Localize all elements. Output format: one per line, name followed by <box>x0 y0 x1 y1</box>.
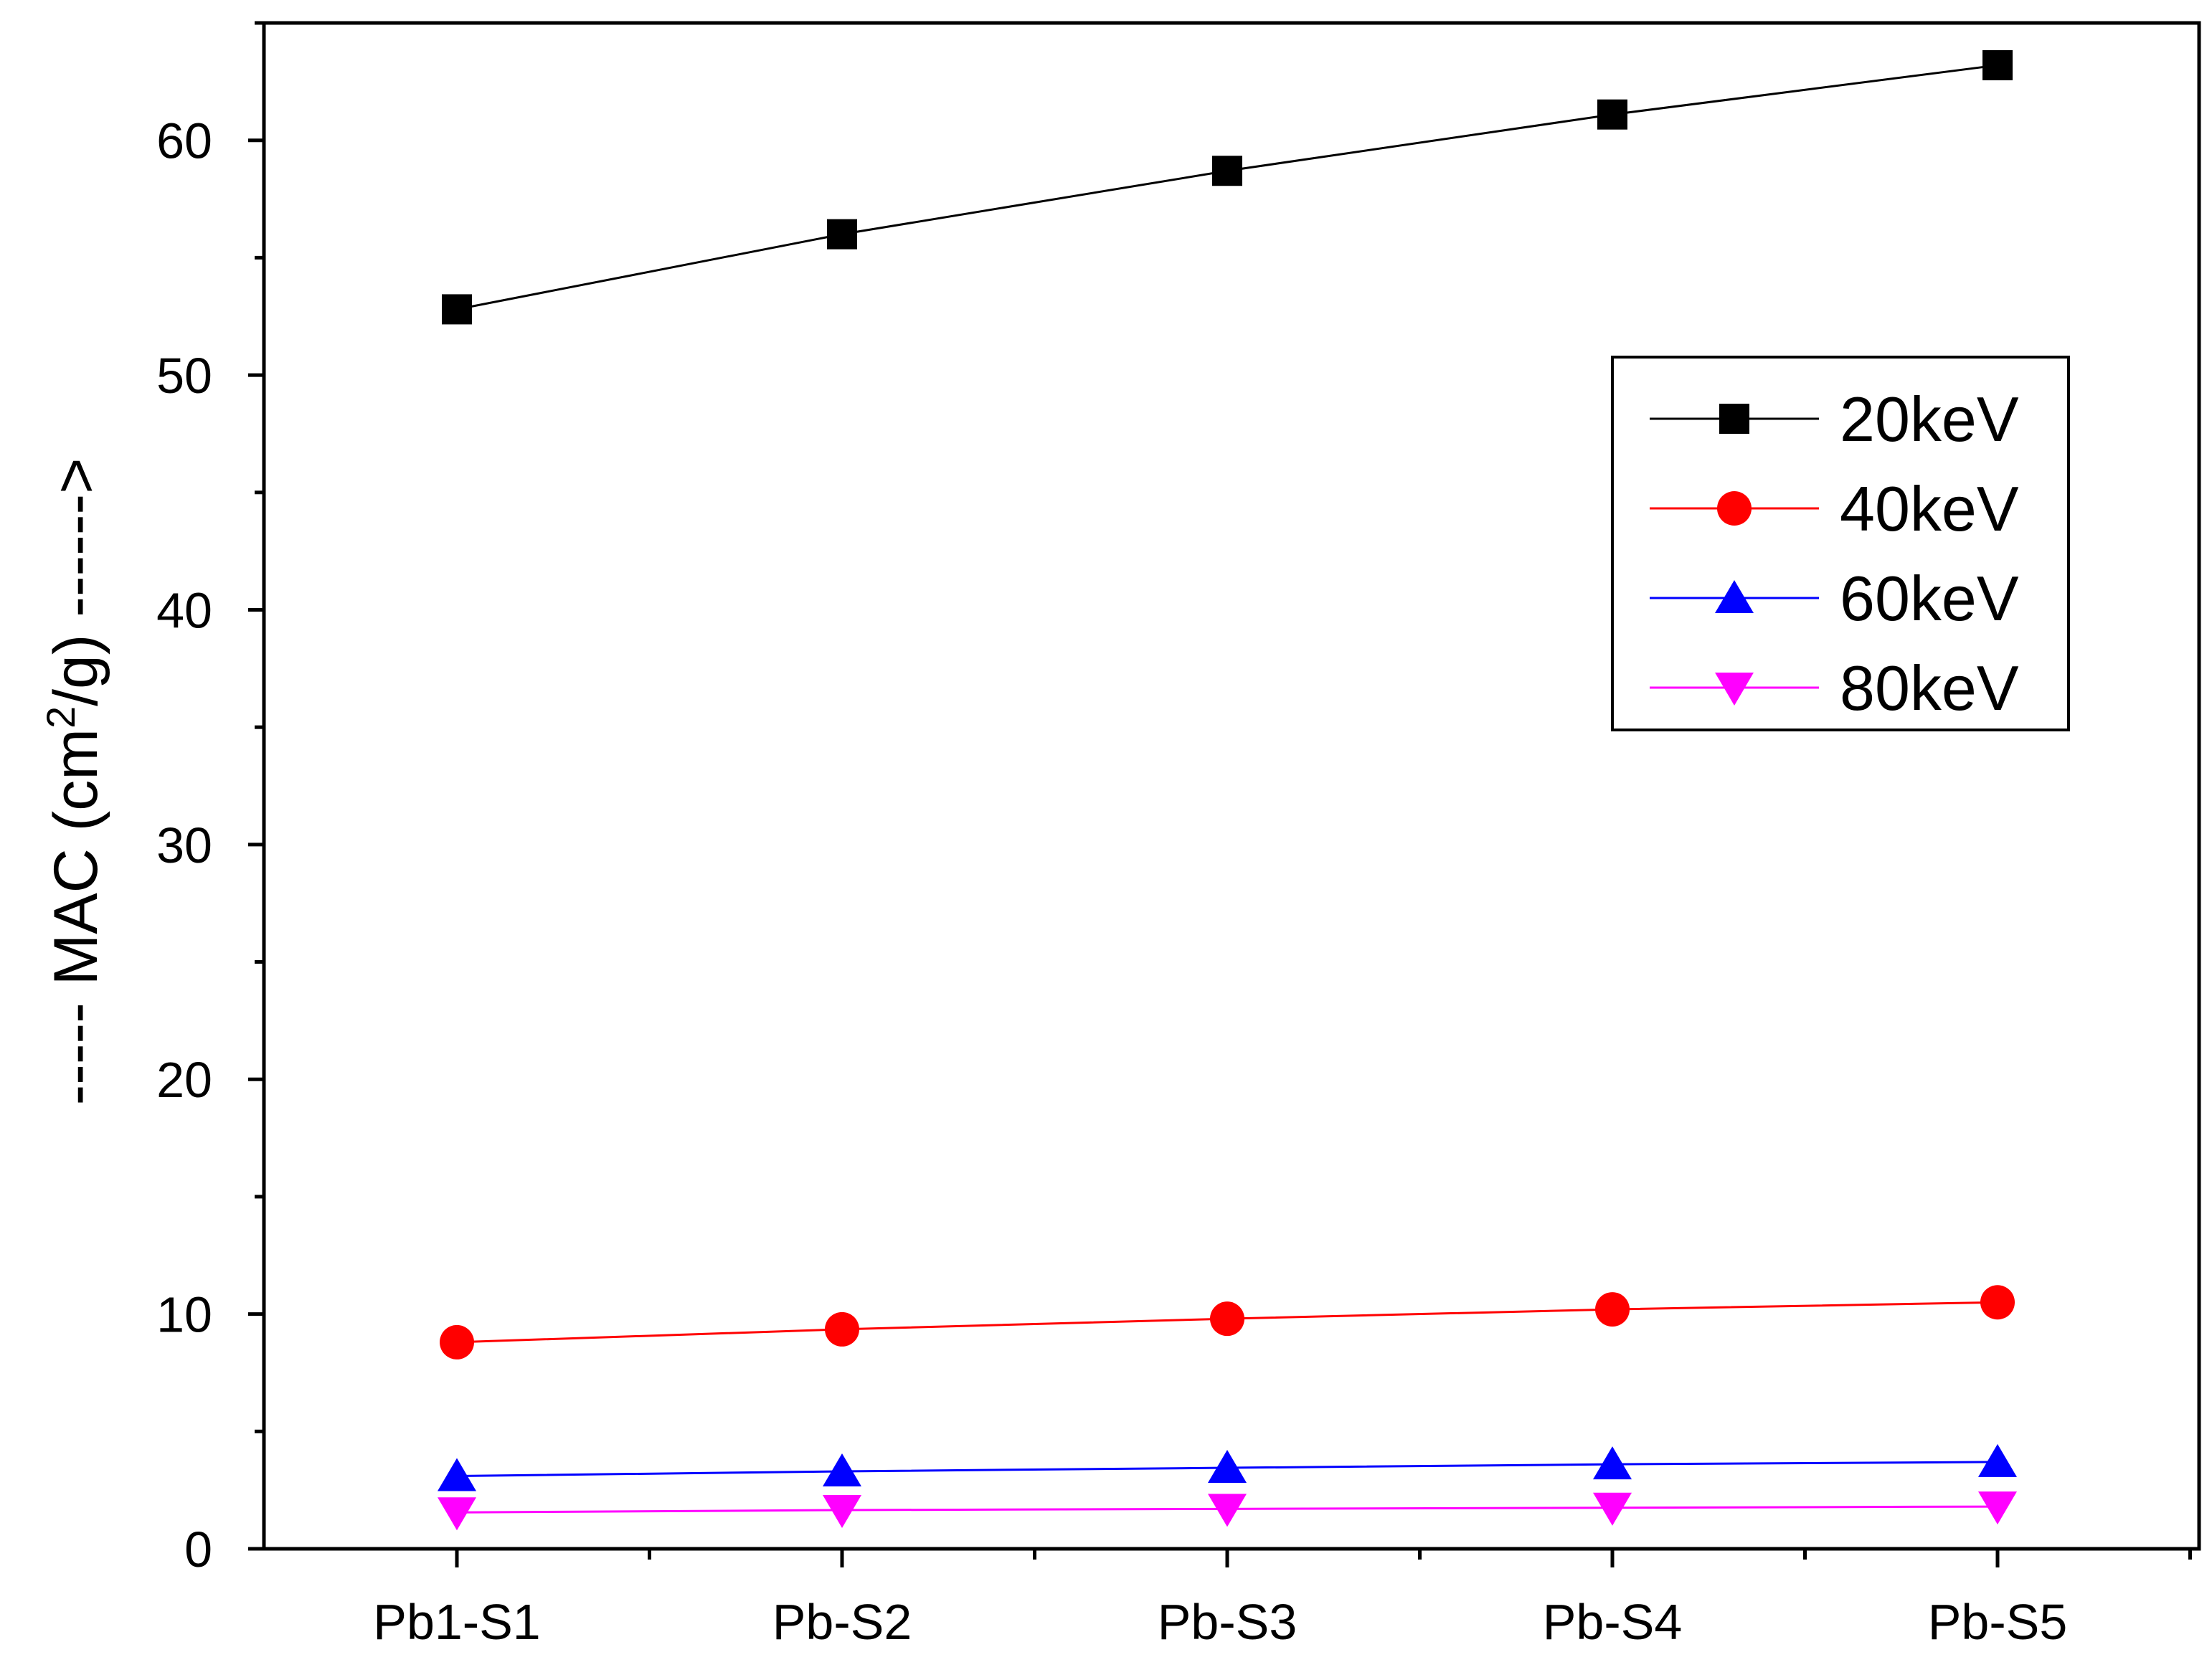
data-point-40kev <box>1595 1292 1630 1327</box>
x-tick-label: Pb-S2 <box>772 1594 912 1650</box>
y-tick-label: 60 <box>156 113 212 169</box>
y-tick-label: 0 <box>184 1522 212 1577</box>
legend-marker-60kev <box>1715 580 1754 613</box>
data-point-80kev <box>438 1497 476 1531</box>
data-point-40kev <box>825 1311 859 1347</box>
data-point-20kev <box>1212 156 1242 186</box>
plot-frame <box>262 21 2201 1551</box>
legend: 20keV 40keV 60keV 80keV <box>1611 356 2070 731</box>
data-point-40kev <box>440 1324 474 1360</box>
y-tick-label: 50 <box>156 348 212 404</box>
data-point-40kev <box>1980 1285 2015 1320</box>
data-point-60kev <box>823 1453 861 1486</box>
series-80kev <box>438 1491 2017 1531</box>
y-axis-label: ----- MAC (cm2/g) ------> <box>38 458 111 1106</box>
x-tick-label: Pb-S3 <box>1158 1594 1298 1650</box>
legend-marker-20kev <box>1719 404 1749 434</box>
data-point-80kev <box>1593 1492 1632 1526</box>
y-tick-label: 10 <box>156 1287 212 1343</box>
legend-label-60kev: 60keV <box>1840 563 2019 634</box>
data-point-80kev <box>1978 1491 2017 1525</box>
data-point-20kev <box>1982 49 2013 80</box>
legend-marker-80kev <box>1715 673 1754 706</box>
y-tick-label: 20 <box>156 1052 212 1108</box>
x-tick-label: Pb1-S1 <box>373 1594 540 1650</box>
y-tick-label: 40 <box>156 582 212 638</box>
x-tick-label: Pb-S5 <box>1928 1594 2068 1650</box>
series-line-20kev <box>456 64 1998 310</box>
data-point-60kev <box>1208 1450 1247 1484</box>
data-point-20kev <box>1597 99 1627 130</box>
series-20kev <box>442 49 2013 325</box>
legend-marker-40kev <box>1717 491 1752 526</box>
x-axis: Pb1-S1 Pb-S2 Pb-S3 Pb-S4 Pb-S5 <box>373 1549 2192 1650</box>
legend-label-20kev: 20keV <box>1840 384 2019 455</box>
data-point-40kev <box>1210 1301 1244 1337</box>
y-tick-label: 30 <box>156 817 212 873</box>
series-60kev <box>438 1443 2017 1491</box>
series-group <box>438 49 2017 1531</box>
x-tick-label: Pb-S4 <box>1543 1594 1683 1650</box>
legend-label-80kev: 80keV <box>1840 653 2019 723</box>
data-point-80kev <box>823 1494 861 1528</box>
y-axis: 0 10 20 30 40 50 60 <box>156 21 264 1577</box>
data-point-60kev <box>1978 1443 2017 1477</box>
data-point-60kev <box>438 1458 476 1491</box>
data-point-80kev <box>1208 1494 1247 1527</box>
data-point-20kev <box>827 219 857 250</box>
legend-label-40kev: 40keV <box>1840 473 2019 544</box>
series-40kev <box>440 1285 2015 1360</box>
data-point-20kev <box>442 294 472 325</box>
data-point-60kev <box>1593 1446 1632 1480</box>
